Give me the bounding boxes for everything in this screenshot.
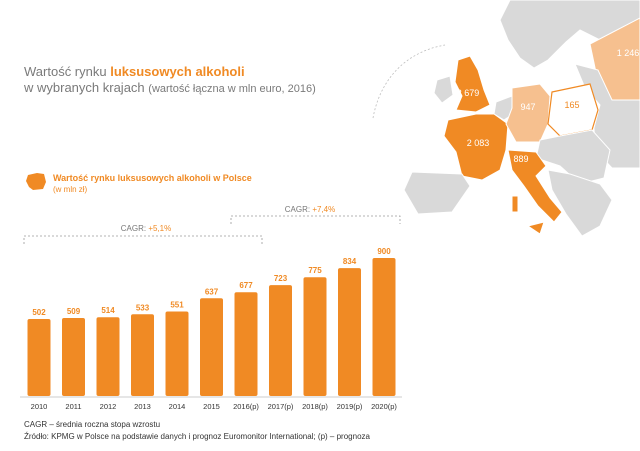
map-value-uk: 2 679 (457, 88, 480, 98)
map-value-france: 2 083 (467, 138, 490, 148)
chart-title: Wartość rynku luksusowych alkoholi (24, 64, 245, 79)
map-value-poland: 165 (564, 100, 579, 110)
subtitle-main: w wybranych krajach (24, 80, 145, 95)
italy-shape (507, 149, 563, 223)
map-guide-line (372, 44, 446, 119)
subtitle-paren: (wartość łączna w mln euro, 2016) (148, 83, 316, 95)
chart-subtitle: w wybranych krajach (wartość łączna w ml… (24, 80, 316, 95)
iberia-shape (403, 171, 471, 215)
balkans-shape (547, 169, 613, 237)
poland-shape (547, 83, 599, 137)
scandinavia-shape (499, 0, 640, 69)
footnote-cagr: CAGR – średnia roczna stopa wzrostu (24, 420, 161, 429)
germany-shape (505, 83, 551, 143)
sicily-shape (526, 221, 545, 235)
legend-unit: (w mln zł) (53, 185, 88, 194)
title-highlight: luksusowych alkoholi (110, 64, 245, 79)
footnote-source: Źródło: KPMG w Polsce na podstawie danyc… (24, 432, 370, 441)
map-value-russia: 1 246 (617, 48, 640, 58)
legend-label: Wartość rynku luksusowych alkoholi w Pol… (53, 173, 252, 183)
uk-shape (454, 55, 491, 113)
ireland-shape (433, 75, 454, 104)
sardinia-shape (511, 195, 519, 213)
map-value-germany: 947 (520, 102, 535, 112)
france-shape (443, 113, 509, 181)
map-value-italy: 889 (513, 154, 528, 164)
title-prefix: Wartość rynku (24, 64, 111, 79)
poland-legend-icon (26, 173, 46, 190)
central-europe-shape (535, 129, 611, 185)
